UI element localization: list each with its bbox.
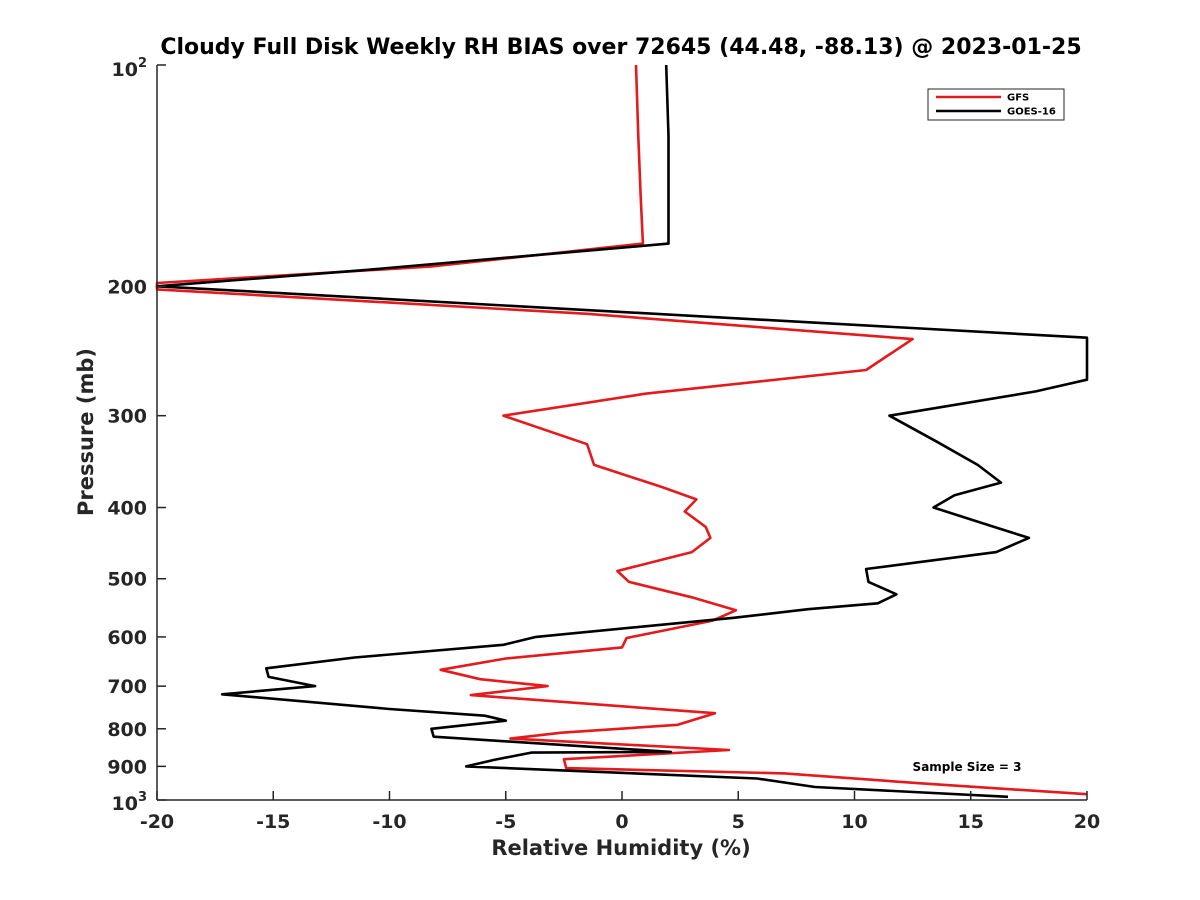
y-tick-label: 700 [107, 676, 147, 698]
y-tick-label: 200 [107, 276, 147, 298]
chart-title: Cloudy Full Disk Weekly RH BIAS over 726… [160, 35, 1081, 60]
y-tick-label: 500 [107, 569, 147, 591]
series-line-gfs [155, 64, 1088, 796]
y-ticks: 200 300 400 500 600 700 800 900 [107, 64, 166, 801]
x-tick-label: 0 [615, 811, 628, 833]
x-axis-label: Relative Humidity (%) [491, 836, 750, 860]
x-tick-label: 10 [841, 811, 867, 833]
x-tick-label: 20 [1074, 811, 1100, 833]
x-tick-label: -10 [372, 811, 406, 833]
legend-label-goes-16: GOES-16 [1007, 107, 1056, 118]
y-axis-label: Pressure (mb) [74, 348, 98, 516]
legend: GFS GOES-16 [927, 88, 1065, 121]
x-tick-label: -5 [495, 811, 516, 833]
plot-lines [155, 64, 1089, 799]
y-tick-label-max: 103 [112, 790, 148, 815]
x-tick-label: 5 [732, 811, 745, 833]
legend-label-gfs: GFS [1007, 93, 1029, 104]
y-tick-label: 800 [107, 719, 147, 741]
y-tick-label: 600 [107, 627, 147, 649]
x-tick-label: -15 [256, 811, 290, 833]
legend-box [927, 88, 1065, 121]
y-tick-label: 400 [107, 498, 147, 520]
x-tick-label: -20 [140, 811, 174, 833]
y-tick-label: 900 [107, 756, 147, 778]
x-tick-label: 15 [958, 811, 984, 833]
y-tick-label: 300 [107, 406, 147, 428]
y-tick-label-min: 102 [112, 56, 148, 81]
series-line-goes-16 [155, 64, 1089, 799]
sample-size-annotation: Sample Size = 3 [913, 760, 1022, 774]
x-ticks: -20 -15 -10 -5 0 5 10 15 20 [140, 791, 1100, 833]
